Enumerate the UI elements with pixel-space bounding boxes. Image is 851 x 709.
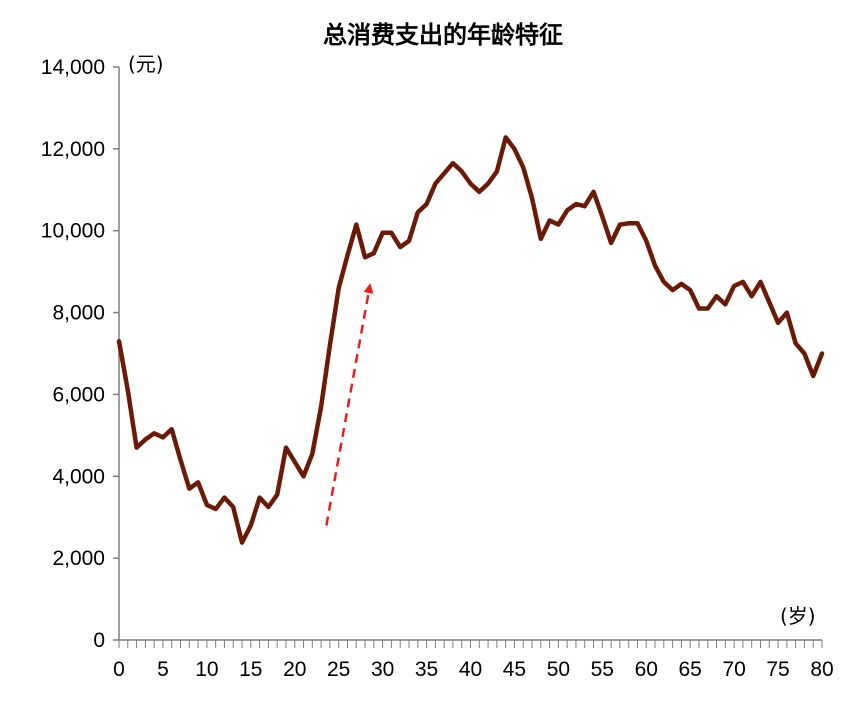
x-tick-label: 0 [113,658,125,681]
x-tick-label: 65 [679,658,702,681]
x-tick-label: 40 [459,658,482,681]
x-tick-label: 10 [195,658,218,681]
y-tick-label: 4,000 [52,465,105,488]
x-tick-label: 30 [371,658,394,681]
y-axis: 0 2,000 4,000 6,000 8,000 10,000 12,000 14,000 [41,56,120,652]
x-tick-label: 80 [810,658,833,681]
y-tick-label: 10,000 [41,220,105,243]
y-axis-unit-label: (元) [128,52,164,76]
y-tick-label: 8,000 [52,302,105,325]
y-tick-label: 6,000 [52,383,105,406]
x-tick-label: 20 [283,658,306,681]
x-tick-label: 45 [503,658,526,681]
trend-arrow [325,283,374,526]
y-tick-label: 12,000 [41,138,105,161]
x-tick-label: 5 [157,658,169,681]
x-tick-label: 50 [547,658,570,681]
x-tick-label: 25 [327,658,350,681]
series-group [116,135,825,545]
y-tick-label: 2,000 [52,547,105,570]
x-tick-label: 35 [415,658,438,681]
y-tick-label: 14,000 [41,56,105,79]
x-tick-label: 15 [239,658,262,681]
x-tick-label: 75 [766,658,789,681]
annotations [325,283,374,526]
x-tick-label: 55 [591,658,614,681]
x-axis-unit-label: (岁) [780,604,816,628]
x-tick-label: 70 [722,658,745,681]
x-axis: 0 5 10 15 20 25 30 35 40 45 50 55 60 65 70 75 80 [113,639,834,681]
x-tick-label: 60 [635,658,658,681]
series-line [116,135,825,545]
y-tick-label: 0 [93,629,105,652]
chart-title: 总消费支出的年龄特征 [323,21,563,49]
